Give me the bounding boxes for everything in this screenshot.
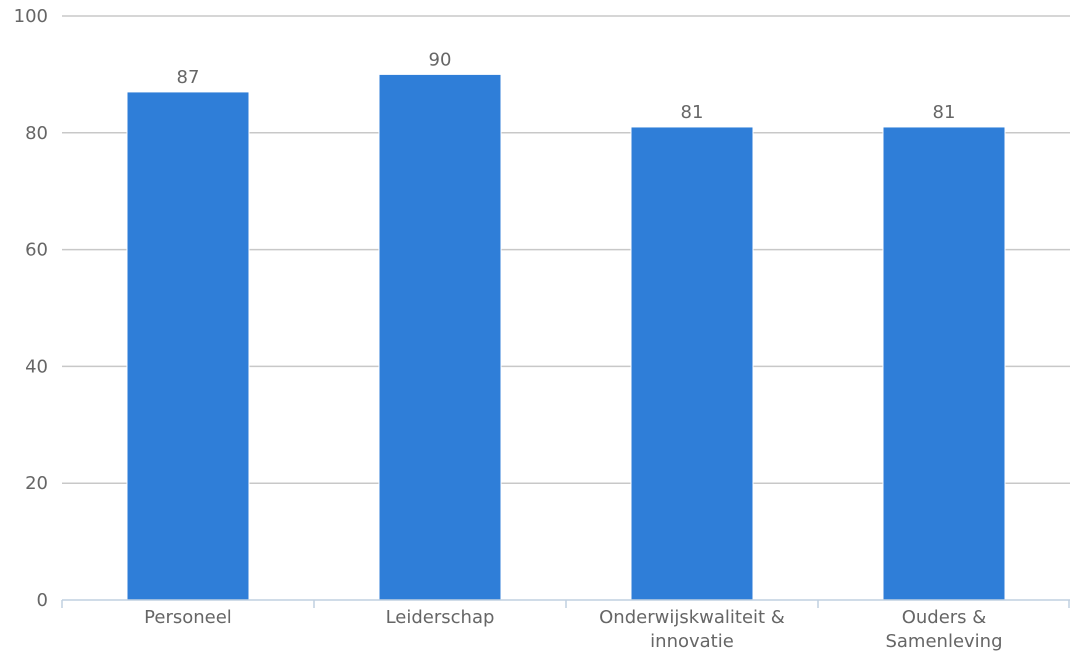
category-label: Ouders & Samenleving bbox=[885, 607, 1002, 652]
category-label-line: Onderwijskwaliteit & bbox=[599, 607, 785, 628]
data-label: 87 bbox=[177, 67, 200, 88]
y-tick-label: 60 bbox=[25, 240, 48, 261]
category-label-line: innovatie bbox=[650, 631, 734, 652]
bar-1 bbox=[126, 91, 250, 601]
data-label: 90 bbox=[429, 49, 452, 70]
category-label-line: Samenleving bbox=[885, 631, 1002, 652]
y-tick-label: 40 bbox=[25, 356, 48, 377]
labels: 0 20 40 60 80 100 87 90 81 81 Personeel Leiderschap… bbox=[14, 6, 1003, 652]
category-label: Leiderschap bbox=[386, 607, 495, 628]
category-label-line: Ouders & bbox=[902, 607, 987, 628]
y-tick-label: 20 bbox=[25, 473, 48, 494]
bar-2 bbox=[378, 73, 502, 601]
y-tick-label: 0 bbox=[37, 590, 48, 611]
bar-4 bbox=[882, 126, 1006, 601]
data-label: 81 bbox=[681, 102, 704, 123]
x-axis bbox=[61, 599, 1070, 608]
category-label: Personeel bbox=[144, 607, 232, 628]
category-label-line: Personeel bbox=[144, 607, 232, 628]
category-label-line: Leiderschap bbox=[386, 607, 495, 628]
bar-3 bbox=[630, 126, 754, 601]
data-label: 81 bbox=[933, 102, 956, 123]
y-tick-label: 100 bbox=[14, 6, 48, 27]
bars bbox=[126, 73, 1006, 601]
y-tick-label: 80 bbox=[25, 123, 48, 144]
category-label: Onderwijskwaliteit & innovatie bbox=[599, 607, 785, 652]
